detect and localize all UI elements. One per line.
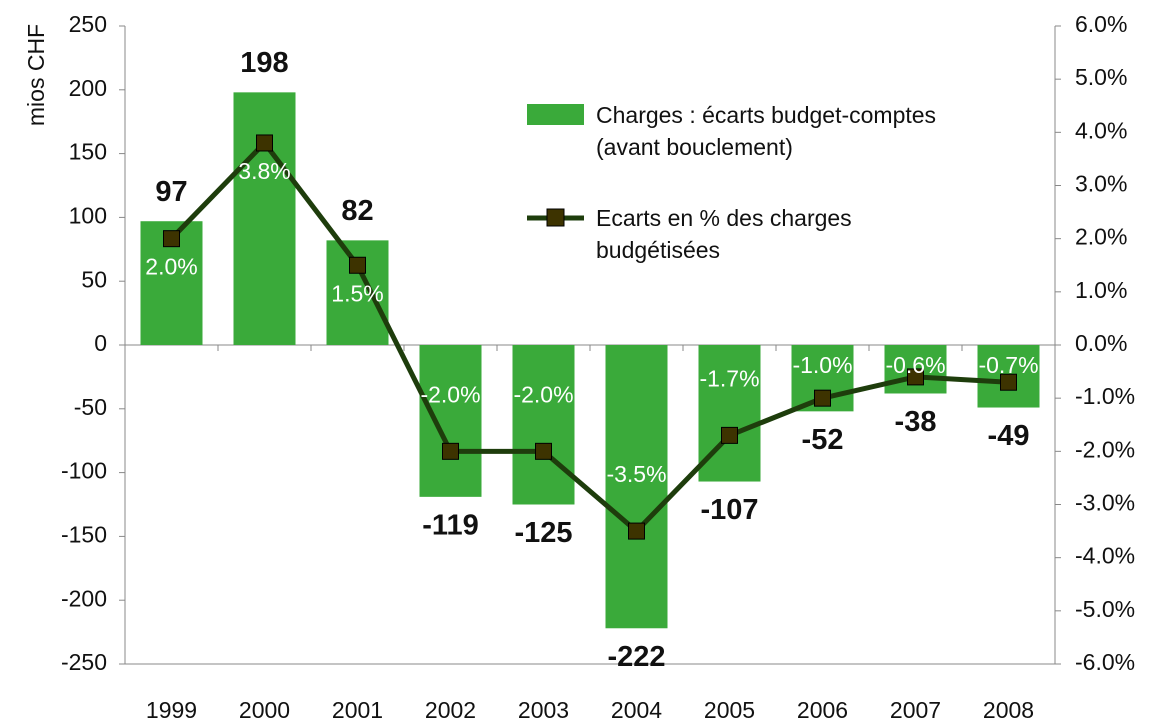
- line-value-label: -3.5%: [606, 461, 666, 487]
- bar-value-label: 97: [155, 176, 187, 208]
- x-tick-label: 2001: [332, 697, 383, 723]
- y2-tick-label: -4.0%: [1075, 543, 1135, 569]
- y-tick-label: 250: [69, 11, 107, 37]
- line-marker: [256, 134, 273, 152]
- line-value-label: 2.0%: [145, 254, 197, 280]
- line-value-label: -0.7%: [978, 352, 1038, 378]
- line-value-label: -2.0%: [420, 381, 480, 407]
- legend-swatch-marker: [546, 208, 565, 227]
- line-marker: [907, 368, 924, 386]
- bar: [233, 92, 296, 346]
- line-value-label: -0.6%: [885, 352, 945, 378]
- line-value-label: 3.8%: [238, 158, 290, 184]
- line-marker: [442, 442, 459, 460]
- y2-tick-label: -1.0%: [1075, 383, 1135, 409]
- y-tick-label: -100: [61, 458, 107, 484]
- y-tick-label: -50: [74, 394, 107, 420]
- y2-tick-label: 3.0%: [1075, 171, 1127, 197]
- x-tick-label: 2007: [890, 697, 941, 723]
- legend-label: Charges : écarts budget-comptes (avant b…: [596, 102, 937, 160]
- x-tick-label: 1999: [146, 697, 197, 723]
- line-value-label: 1.5%: [331, 280, 383, 306]
- y-axis-label: mios CHF: [23, 24, 49, 126]
- legend-label: Ecarts en % des charges budgétisées: [596, 205, 852, 263]
- y2-tick-label: 0.0%: [1075, 330, 1127, 356]
- bar: [419, 345, 482, 497]
- y2-tick-label: -3.0%: [1075, 490, 1135, 516]
- y2-tick-label: -6.0%: [1075, 649, 1135, 675]
- line-value-label: -1.7%: [699, 365, 759, 391]
- line-value-label: -1.0%: [792, 352, 852, 378]
- y-tick-label: 150: [69, 139, 107, 165]
- line-value-label: -2.0%: [513, 381, 573, 407]
- bar-value-label: -49: [988, 420, 1030, 452]
- y2-tick-label: 4.0%: [1075, 117, 1127, 143]
- y-tick-label: -150: [61, 521, 107, 547]
- y2-tick-label: 1.0%: [1075, 277, 1127, 303]
- line-marker: [1000, 373, 1017, 391]
- y2-tick-label: 5.0%: [1075, 64, 1127, 90]
- y2-tick-label: 6.0%: [1075, 11, 1127, 37]
- y-tick-label: 0: [94, 330, 107, 356]
- line-marker: [814, 389, 831, 407]
- bar-value-label: -52: [802, 424, 844, 456]
- x-tick-label: 2003: [518, 697, 569, 723]
- y-tick-label: 200: [69, 75, 107, 101]
- line-marker: [163, 230, 180, 248]
- bar-value-label: 82: [341, 195, 373, 227]
- line-marker: [628, 522, 645, 540]
- y-tick-label: 100: [69, 202, 107, 228]
- x-tick-label: 2004: [611, 697, 662, 723]
- line-marker: [535, 442, 552, 460]
- x-tick-label: 2008: [983, 697, 1034, 723]
- x-tick-label: 2002: [425, 697, 476, 723]
- bar-value-label: 198: [240, 47, 288, 79]
- y-tick-label: -200: [61, 585, 107, 611]
- line-marker: [349, 256, 366, 274]
- y-tick-label: -250: [61, 649, 107, 675]
- bar-value-label: -107: [700, 494, 758, 526]
- bar: [605, 345, 668, 629]
- line-marker: [721, 426, 738, 444]
- x-tick-label: 2006: [797, 697, 848, 723]
- y2-tick-label: -5.0%: [1075, 596, 1135, 622]
- y2-tick-label: -2.0%: [1075, 436, 1135, 462]
- x-tick-label: 2005: [704, 697, 755, 723]
- bar-value-label: -38: [895, 406, 937, 438]
- bar-value-label: -119: [422, 510, 478, 542]
- bar: [512, 345, 575, 505]
- legend-swatch-bars: [527, 104, 584, 125]
- y2-tick-label: 2.0%: [1075, 224, 1127, 250]
- bar-value-label: -125: [514, 517, 572, 549]
- x-tick-label: 2000: [239, 697, 290, 723]
- bar-value-label: -222: [607, 641, 665, 673]
- line: [169, 139, 1009, 535]
- y-tick-label: 50: [81, 266, 107, 292]
